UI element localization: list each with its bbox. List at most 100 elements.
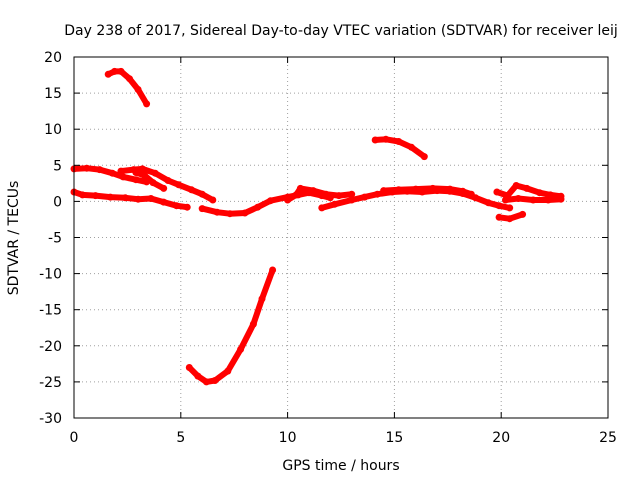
data-point xyxy=(134,195,142,203)
data-point xyxy=(373,190,381,198)
data-point xyxy=(331,200,339,208)
data-point xyxy=(160,184,168,192)
data-point xyxy=(132,169,140,176)
data-point xyxy=(382,135,390,143)
data-point xyxy=(141,171,148,179)
x-tick-label: 15 xyxy=(385,430,403,446)
data-point xyxy=(361,193,368,201)
data-point xyxy=(258,295,266,303)
y-tick-label: -30 xyxy=(39,411,62,427)
chart-title: Day 238 of 2017, Sidereal Day-to-day VTE… xyxy=(64,23,618,39)
data-point xyxy=(484,199,492,207)
data-point xyxy=(348,190,356,198)
data-point xyxy=(322,190,330,198)
data-point xyxy=(183,203,191,211)
data-point xyxy=(121,194,129,202)
data-point xyxy=(241,209,249,217)
y-tick-label: -5 xyxy=(48,231,62,247)
data-point xyxy=(493,188,501,196)
data-point xyxy=(160,198,168,206)
data-point xyxy=(202,378,210,386)
data-point xyxy=(523,184,531,192)
series-arc-upper-left-3 xyxy=(132,169,167,192)
data-point xyxy=(104,70,112,78)
data-point xyxy=(91,192,99,200)
data-point xyxy=(459,187,467,195)
data-point xyxy=(536,189,544,197)
data-point xyxy=(371,136,379,144)
y-tick-label: -15 xyxy=(39,303,62,319)
data-point xyxy=(446,185,454,193)
data-point xyxy=(254,203,262,211)
data-point xyxy=(519,210,527,218)
data-point xyxy=(296,184,304,192)
x-tick-label: 25 xyxy=(599,430,617,446)
data-point xyxy=(318,204,326,212)
data-point xyxy=(269,266,277,274)
y-tick-label: -25 xyxy=(39,375,62,391)
data-point xyxy=(173,202,180,210)
tick-layer: 0 5 10 15 20 25 -30 -25 -20 -15 -10 -5 0 5 10 15 20 xyxy=(39,50,617,446)
series-arc-baseline-left xyxy=(71,189,191,211)
data-point xyxy=(79,191,86,199)
data-point xyxy=(209,196,217,204)
data-point xyxy=(292,191,300,199)
data-point xyxy=(151,169,159,177)
data-point xyxy=(108,169,116,177)
data-point xyxy=(495,202,503,210)
y-tick-label: 20 xyxy=(44,50,62,66)
data-point xyxy=(226,210,234,218)
y-tick-label: 15 xyxy=(44,86,62,102)
data-point xyxy=(514,195,522,202)
data-point xyxy=(175,181,183,189)
data-point xyxy=(249,320,257,328)
data-point xyxy=(143,100,151,108)
data-point xyxy=(149,179,157,187)
data-point xyxy=(198,190,206,198)
data-point xyxy=(237,345,245,353)
y-tick-label: 0 xyxy=(53,194,62,210)
data-point xyxy=(380,187,388,195)
data-point xyxy=(506,204,514,212)
data-point xyxy=(512,182,520,189)
data-point xyxy=(395,186,403,194)
data-point xyxy=(117,167,125,175)
data-point xyxy=(147,195,155,202)
data-point xyxy=(408,143,415,151)
y-tick-label: 5 xyxy=(53,158,62,174)
x-tick-label: 5 xyxy=(176,430,185,446)
data-point xyxy=(544,196,552,204)
data-point xyxy=(309,187,317,195)
data-point xyxy=(529,196,537,204)
y-tick-label: -20 xyxy=(39,339,62,355)
data-point xyxy=(224,367,232,375)
data-point xyxy=(495,213,503,221)
data-point xyxy=(213,208,221,216)
data-point xyxy=(132,176,140,184)
data-point xyxy=(506,215,514,223)
data-point xyxy=(126,75,133,83)
series-layer xyxy=(70,67,565,386)
data-point xyxy=(96,166,104,174)
data-point xyxy=(284,196,292,204)
grid-layer xyxy=(74,57,608,418)
x-tick-label: 0 xyxy=(70,430,79,446)
x-tick-label: 10 xyxy=(279,430,297,446)
y-tick-label: -10 xyxy=(39,267,62,283)
data-point xyxy=(164,177,172,184)
data-point xyxy=(557,195,565,203)
y-tick-label: 10 xyxy=(44,122,62,138)
data-point xyxy=(111,67,119,75)
data-point xyxy=(429,184,437,192)
data-point xyxy=(119,173,127,181)
data-point xyxy=(211,377,219,384)
data-point xyxy=(267,197,274,205)
data-point xyxy=(335,192,343,200)
data-point xyxy=(188,186,195,194)
x-axis-title: GPS time / hours xyxy=(282,458,399,474)
x-tick-label: 20 xyxy=(492,430,510,446)
data-point xyxy=(395,138,403,145)
data-point xyxy=(502,196,509,204)
